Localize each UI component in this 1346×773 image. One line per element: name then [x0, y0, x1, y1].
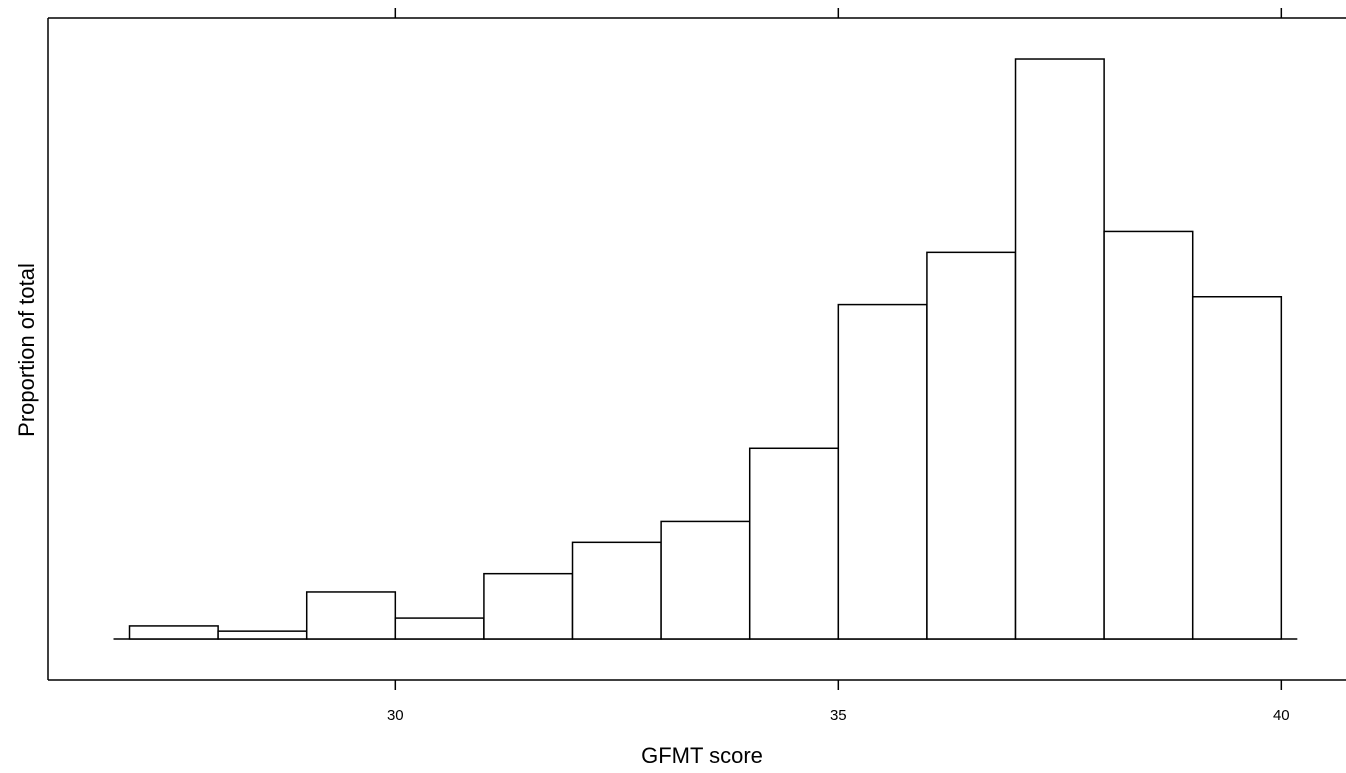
bar [571, 541, 662, 640]
bar [394, 617, 485, 640]
bar [1014, 58, 1105, 640]
bar [1191, 296, 1283, 640]
x-tick-label: 40 [1273, 707, 1290, 724]
x-tick-label: 35 [830, 707, 847, 724]
bar [305, 591, 397, 640]
x-tick-label: 30 [387, 707, 404, 724]
x-axis-label: GFMT score [641, 743, 763, 768]
bar [926, 251, 1017, 640]
bar [837, 303, 928, 640]
bar [748, 447, 840, 640]
y-axis-label: Proportion of total [14, 263, 39, 437]
bar [1103, 230, 1194, 640]
bar [483, 572, 574, 640]
bar [128, 625, 219, 640]
bar [660, 520, 751, 640]
bar [217, 630, 308, 640]
